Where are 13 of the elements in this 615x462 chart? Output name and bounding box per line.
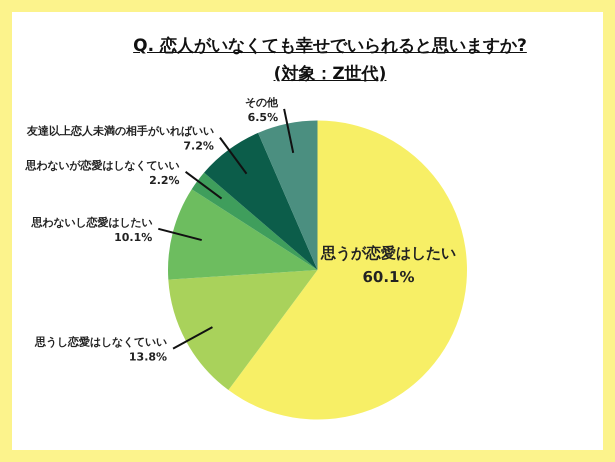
data-label: 6.5% <box>248 110 278 124</box>
data-label: 7.2% <box>183 140 214 153</box>
slice-label: 思わないし恋愛はしたい <box>30 216 152 229</box>
slice-label: 友達以上恋人未満の相手がいればいい <box>26 124 214 138</box>
slice-label: 思うし恋愛はしなくていい <box>34 336 168 349</box>
chart-title: Q. 恋人がいなくても幸せでいられると思いますか? (対象：Z世代) <box>133 36 527 84</box>
slice-label: 思わないが恋愛はしなくていい <box>24 158 180 172</box>
data-label: 13.8% <box>128 350 168 364</box>
slice-label: その他 <box>245 96 280 109</box>
data-label: 2.2% <box>149 174 180 187</box>
slice-label: 思うが恋愛はしたい <box>320 244 456 262</box>
data-label: 10.1% <box>114 230 152 244</box>
data-label: 60.1% <box>362 268 414 286</box>
